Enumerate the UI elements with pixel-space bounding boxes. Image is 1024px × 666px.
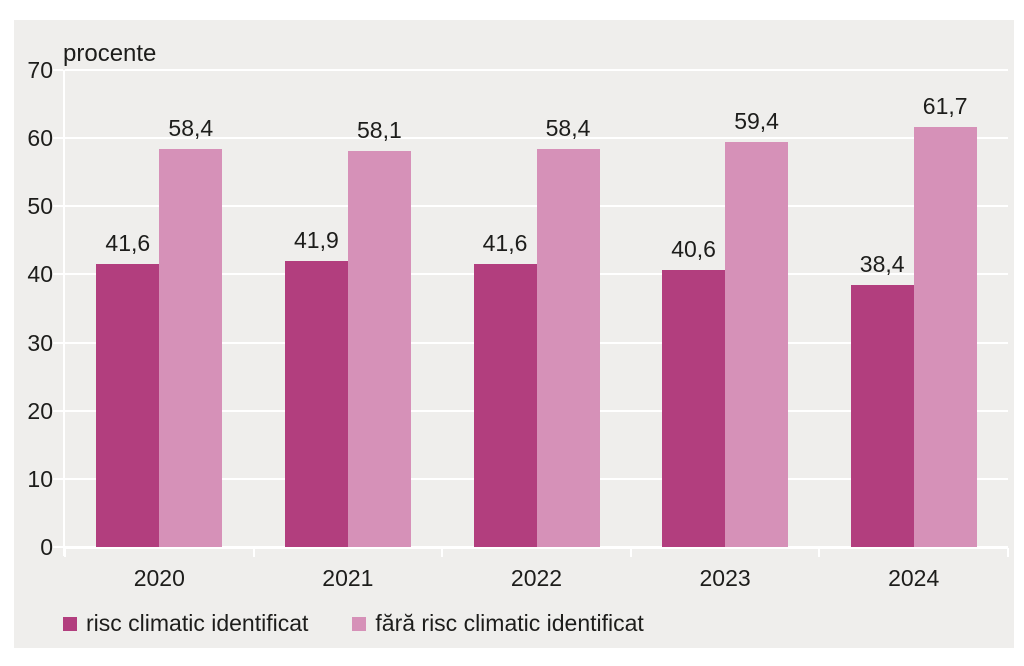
y-axis-title: procente (63, 40, 157, 67)
bar-value-label: 58,4 (168, 115, 214, 142)
x-tick-label: 2022 (510, 565, 563, 591)
y-tick-label: 10 (27, 465, 53, 492)
y-tick-label: 70 (27, 57, 53, 83)
y-axis-line (63, 70, 65, 556)
x-tick-label: 2021 (322, 565, 374, 591)
bar-value-label: 59,4 (734, 108, 779, 135)
y-tick-label: 30 (27, 329, 53, 356)
legend-swatch-icon (63, 616, 77, 631)
bar-2024-fara-risc-climatic-identificat (913, 126, 977, 547)
x-tick-label: 2023 (699, 565, 751, 591)
bar-value-label: 58,1 (357, 117, 402, 144)
y-axis-tick (53, 341, 63, 344)
gridline (65, 69, 1008, 71)
y-axis-tick (53, 477, 63, 480)
y-tick-label: 60 (27, 125, 53, 152)
bar-2022-risc-climatic-identificat (473, 263, 537, 547)
bar-2021-fara-risc-climatic-identificat (347, 151, 411, 547)
x-axis-tick (64, 548, 66, 557)
bar-2020-risc-climatic-identificat (96, 263, 160, 547)
y-tick-label: 20 (27, 397, 53, 424)
bar-2024-risc-climatic-identificat (850, 285, 914, 547)
bar-2022-fara-risc-climatic-identificat (536, 149, 600, 547)
x-axis-tick (1007, 548, 1009, 557)
legend-swatch-icon (352, 616, 367, 631)
legend-label: risc climatic identificat (86, 610, 309, 636)
legend-item: risc climatic identificat (63, 610, 308, 637)
x-axis-tick (629, 548, 632, 557)
y-tick-label: 0 (40, 534, 53, 560)
x-tick-label: 2024 (888, 565, 940, 591)
plot-area: 41,6 41,9 41,6 40,6 38,4 58,4 58,1 58,4 59,4 61,7 (53, 69, 1009, 557)
bar-2020-fara-risc-climatic-identificat (159, 149, 223, 547)
x-axis-line (65, 546, 1008, 549)
bar-value-label: 61,7 (922, 92, 968, 119)
x-axis-tick (252, 548, 255, 557)
legend-item: fără risc climatic identificat (352, 610, 644, 637)
y-axis-tick (53, 137, 63, 140)
y-axis-tick (53, 409, 63, 412)
x-axis-tick (441, 548, 444, 557)
bar-2021-risc-climatic-identificat (284, 261, 348, 547)
gridline (65, 137, 1008, 140)
bar-value-label: 41,9 (294, 227, 339, 254)
y-axis-tick (53, 273, 63, 276)
legend-label: fără risc climatic identificat (375, 610, 644, 636)
bar-value-label: 40,6 (671, 236, 716, 263)
x-axis: 2020 2021 2022 2023 2024 (14, 565, 1014, 593)
bar-2023-risc-climatic-identificat (662, 270, 726, 547)
x-tick-label: 2020 (133, 565, 185, 591)
legend: risc climatic identificat fără risc clima… (63, 610, 644, 637)
bar-value-label: 38,4 (859, 251, 905, 278)
chart-panel: procente 0 10 20 30 40 50 60 70 41,6 41,9 41,6 40,… (14, 20, 1014, 648)
bar-value-label: 58,4 (545, 115, 591, 142)
y-tick-label: 40 (27, 261, 53, 288)
y-axis-tick (53, 205, 63, 208)
y-tick-label: 50 (27, 193, 53, 220)
x-axis-tick (818, 548, 821, 557)
y-axis-tick (53, 69, 63, 71)
y-axis: 0 10 20 30 40 50 60 70 (14, 20, 53, 648)
bar-value-label: 41,6 (105, 229, 151, 256)
y-axis-tick (53, 546, 63, 548)
bar-2023-fara-risc-climatic-identificat (725, 142, 789, 547)
bar-value-label: 41,6 (482, 229, 528, 256)
